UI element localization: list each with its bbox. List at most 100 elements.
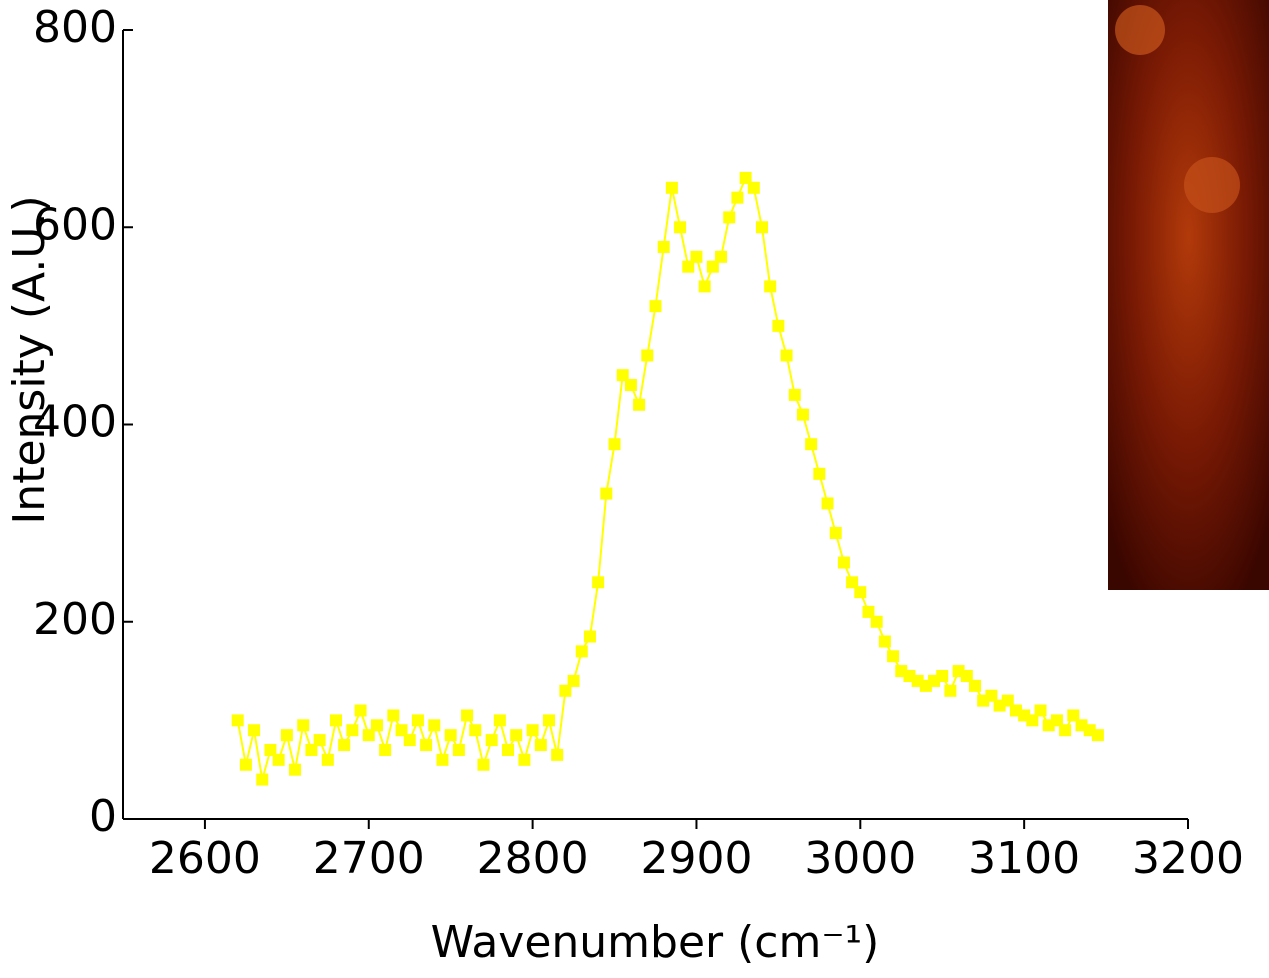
data-point: [444, 729, 457, 742]
data-point: [551, 748, 564, 761]
inset-image: [1108, 0, 1269, 590]
data-point: [354, 704, 367, 717]
data-point: [518, 753, 531, 766]
data-point: [960, 669, 973, 682]
data-point: [256, 773, 269, 786]
data-point: [461, 709, 474, 722]
data-point: [854, 586, 867, 599]
data-point: [411, 714, 424, 727]
data-point: [370, 719, 383, 732]
data-point: [510, 729, 523, 742]
data-point: [780, 349, 793, 362]
y-tick-label: 200: [33, 594, 117, 645]
data-point: [428, 719, 441, 732]
data-point: [690, 250, 703, 263]
data-point: [231, 714, 244, 727]
data-point: [313, 734, 326, 747]
data-point: [289, 763, 302, 776]
data-point: [493, 714, 506, 727]
data-point: [624, 379, 637, 392]
data-point: [944, 684, 957, 697]
data-point: [846, 576, 859, 589]
data-point: [649, 300, 662, 313]
data-point: [280, 729, 293, 742]
x-tick-label: 3000: [804, 833, 916, 884]
data-point: [1001, 694, 1014, 707]
data-point: [682, 260, 695, 273]
data-point: [502, 743, 515, 756]
data-point: [805, 438, 818, 451]
data-point: [600, 487, 613, 500]
y-tick-label: 0: [89, 791, 117, 842]
data-point: [1067, 709, 1080, 722]
data-point: [837, 556, 850, 569]
data-point: [715, 250, 728, 263]
y-tick-label: 600: [33, 199, 117, 250]
data-point: [878, 635, 891, 648]
data-point: [436, 753, 449, 766]
data-point: [248, 724, 261, 737]
data-point: [1050, 714, 1063, 727]
data-point: [264, 743, 277, 756]
data-point: [583, 630, 596, 643]
x-tick-label: 2900: [640, 833, 752, 884]
data-point: [862, 605, 875, 618]
data-point: [239, 758, 252, 771]
data-point: [420, 739, 433, 752]
data-point: [969, 679, 981, 692]
data-point: [305, 743, 318, 756]
data-point: [796, 408, 809, 421]
y-tick-label: 400: [33, 397, 117, 448]
data-point: [747, 181, 760, 194]
data-point: [674, 221, 687, 234]
data-point: [1059, 724, 1072, 737]
data-point: [526, 724, 539, 737]
data-point: [559, 684, 572, 697]
data-point: [469, 724, 482, 737]
data-point: [330, 714, 342, 727]
data-point: [395, 724, 408, 737]
data-point: [936, 669, 949, 682]
data-point: [346, 724, 359, 737]
data-point: [534, 739, 547, 752]
data-point: [829, 526, 842, 539]
data-point: [567, 674, 580, 687]
data-point: [297, 719, 310, 732]
data-point: [813, 467, 826, 480]
series-line: [236, 176, 1099, 780]
data-point: [764, 280, 777, 293]
data-point: [575, 645, 588, 658]
data-point: [772, 319, 785, 332]
data-point: [657, 240, 670, 253]
x-tick-label: 3200: [1132, 833, 1244, 884]
data-point: [633, 398, 646, 411]
data-point: [887, 650, 900, 663]
data-point: [1018, 709, 1031, 722]
data-point: [616, 369, 629, 382]
data-point: [452, 743, 465, 756]
data-point: [985, 689, 998, 702]
data-point: [756, 221, 768, 234]
data-point: [1091, 729, 1104, 742]
data-point: [338, 739, 351, 752]
data-point: [821, 497, 834, 510]
data-point: [321, 753, 334, 766]
x-tick-label: 2600: [149, 833, 261, 884]
data-point: [477, 758, 490, 771]
data-point: [870, 615, 883, 628]
data-point: [403, 734, 416, 747]
x-tick-label: 3100: [968, 833, 1080, 884]
data-point: [485, 734, 498, 747]
data-point: [641, 349, 654, 362]
data-point: [706, 260, 719, 273]
x-tick-label: 2700: [313, 833, 425, 884]
data-point: [788, 388, 801, 401]
data-point: [362, 729, 375, 742]
inset-feature: [1115, 5, 1165, 55]
data-point: [698, 280, 711, 293]
data-point: [1026, 714, 1039, 727]
data-point: [608, 438, 621, 451]
data-point: [665, 181, 678, 194]
data-point: [739, 171, 752, 184]
